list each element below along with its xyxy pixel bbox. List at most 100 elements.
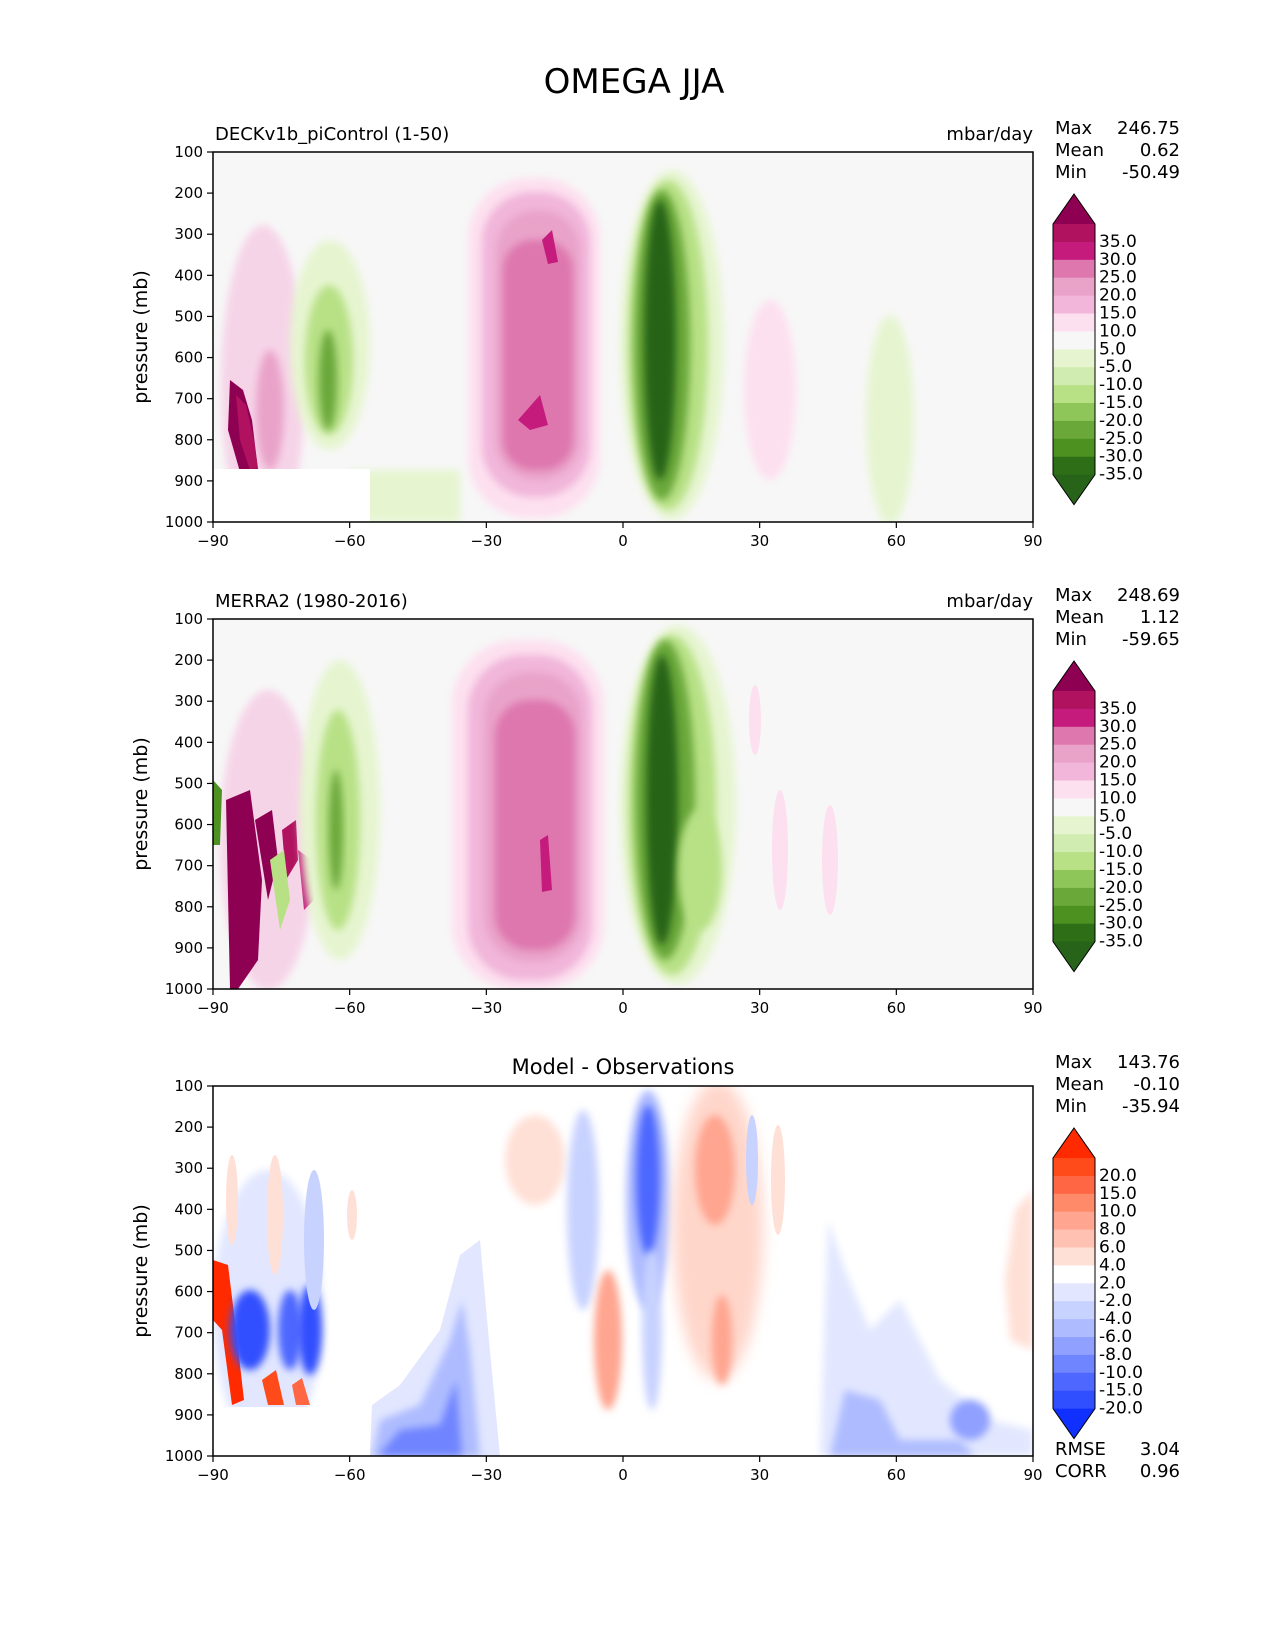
contour-neg [820,1220,1033,1456]
contour-pos [256,350,284,470]
colorbar-label: -30.0 [1099,914,1143,934]
contour-neg [866,315,914,522]
colorbar-swatch [1053,456,1095,476]
panel-diff: Model - Observations [130,1052,1180,1484]
contour-pos [744,300,796,480]
y-tick-label: 200 [174,651,203,669]
colorbar-label: -15.0 [1099,393,1143,413]
colorbar-swatch [1053,295,1095,315]
rmse-label: RMSE [1055,1439,1106,1460]
colorbar-swatch [1053,1193,1095,1213]
colorbar-extend-min [1053,941,1095,972]
colorbar-label: -4.0 [1099,1309,1132,1329]
stat-label: Max [1055,585,1093,606]
rmse-value: 3.04 [1140,1439,1180,1460]
x-ticks: −90 −60 −30 0 30 60 90 [197,989,1043,1017]
stat-value: 248.69 [1117,585,1180,606]
plot-area-model [213,152,1033,522]
colorbar-extend-max [1053,194,1095,224]
contour-pos [503,240,573,470]
contour-pos [712,1295,732,1385]
colorbar-label: 35.0 [1099,699,1137,719]
stat-label: Mean [1055,140,1104,161]
contour-neg [678,810,722,930]
colorbar-label: -10.0 [1099,375,1143,395]
colorbar-label: -15.0 [1099,1381,1143,1401]
x-tick-label: −60 [334,999,366,1017]
y-tick-label: 400 [174,266,203,284]
plot-area-obs [213,619,1033,989]
colorbar-swatch [1053,403,1095,422]
contour-pos [226,1155,238,1245]
x-tick-label: 30 [750,999,769,1017]
x-tick-label: 60 [887,532,906,550]
colorbar-swatch [1053,1354,1095,1374]
colorbar-label: 10.0 [1099,1202,1137,1222]
x-tick-label: −30 [471,1466,503,1484]
colorbar-swatch [1053,780,1095,799]
y-tick-label: 300 [174,692,203,710]
y-tick-label: 500 [174,774,203,792]
y-tick-label: 700 [174,390,203,408]
colorbar-swatch [1053,367,1095,386]
colorbar-swatch [1053,1390,1095,1410]
contour-pos [267,1155,283,1275]
colorbar-outline [1052,193,1096,506]
colorbar-swatch [1053,420,1095,440]
colorbar-swatch [1053,438,1095,458]
panel-model-units: mbar/day [946,124,1033,145]
colorbar-label: -35.0 [1099,465,1143,485]
axis-ylabel: pressure (mb) [130,270,152,404]
y-tick-label: 800 [174,898,203,916]
stat-label: Max [1055,1052,1093,1073]
x-tick-label: −90 [197,1466,229,1484]
colorbar-swatch [1053,744,1095,764]
stats-model: Max 246.75 Mean 0.62 Min -50.49 [1055,118,1180,183]
colorbar-swatch [1053,870,1095,889]
y-tick-label: 300 [174,1159,203,1177]
x-tick-label: 60 [887,1466,906,1484]
contour-pos-strong [213,1260,244,1405]
y-tick-label: 900 [174,939,203,957]
y-tick-label: 900 [174,1406,203,1424]
colorbar-swatch [1053,1372,1095,1392]
stats-obs: Max 248.69 Mean 1.12 Min -59.65 [1055,585,1180,650]
colorbar-diff: 20.015.010.08.06.04.02.0-2.0-4.0-6.0-8.0… [1052,1127,1143,1440]
colorbar-label: 20.0 [1099,753,1137,773]
x-ticks: −90 −60 −30 0 30 60 90 [197,1456,1043,1484]
colorbar-label: 2.0 [1099,1273,1126,1293]
colorbar-model: 35.030.025.020.015.010.05.0-5.0-10.0-15.… [1052,193,1143,506]
colorbar-label: 5.0 [1099,339,1126,359]
colorbar-label: -20.0 [1099,878,1143,898]
axis-ylabel: pressure (mb) [130,1204,152,1338]
stat-label: Min [1055,162,1087,183]
panel-diff-center-title: Model - Observations [512,1055,735,1079]
colorbar-swatch [1053,1283,1095,1302]
colorbar-label: -35.0 [1099,932,1143,952]
colorbar-swatch [1053,277,1095,297]
colorbar-label: 15.0 [1099,304,1137,324]
colorbar-label: 20.0 [1099,1166,1137,1186]
y-tick-label: 1000 [165,980,203,998]
colorbar-extend-min [1053,1408,1095,1439]
x-tick-label: 0 [618,1466,628,1484]
contour-neg [644,200,676,480]
contour-pos [1005,1190,1033,1350]
y-tick-label: 100 [174,143,203,161]
missing-region [213,469,370,522]
contour-pos [772,790,788,910]
x-ticks: −90 −60 −30 0 30 60 90 [197,522,1043,550]
colorbar-swatch [1053,708,1095,728]
colorbar-swatch [1053,726,1095,746]
y-tick-label: 800 [174,1365,203,1383]
colorbar-label: 10.0 [1099,788,1137,808]
colorbar-swatch [1053,1158,1095,1177]
stat-label: Max [1055,118,1093,139]
colorbar-label: 5.0 [1099,806,1126,826]
stat-value: 143.76 [1117,1052,1180,1073]
colorbar-swatch [1053,385,1095,404]
panel-obs-left-title: MERRA2 (1980-2016) [215,591,408,612]
x-tick-label: 60 [887,999,906,1017]
y-tick-label: 500 [174,1241,203,1259]
y-ticks: 100 200 300 400 500 600 700 800 900 1000 [165,610,213,998]
